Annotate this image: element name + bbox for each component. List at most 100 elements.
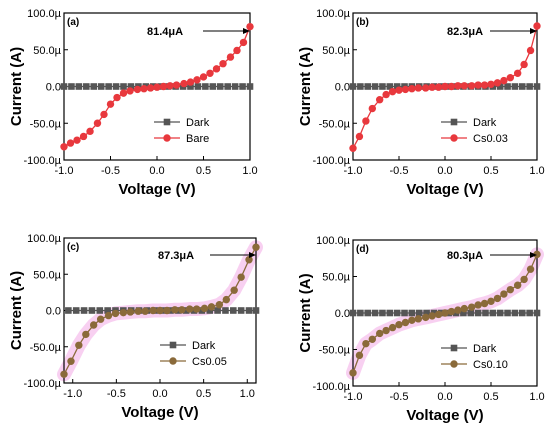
legend-label: Dark (473, 343, 497, 355)
panel-d: -1.0 -0.5 0.0 0.5 1.0 -100.0µ -50.0µ 0.0 50.0µ 10… (297, 235, 545, 424)
data-point (67, 357, 75, 365)
data-point (487, 297, 495, 306)
data-point (474, 309, 482, 317)
data-point (230, 286, 238, 294)
data-point (245, 256, 253, 264)
data-point (526, 309, 533, 317)
data-point (382, 90, 390, 99)
data-point (379, 309, 386, 317)
annotation-arrowhead (249, 252, 256, 258)
data-point (73, 136, 81, 144)
data-point (237, 273, 245, 281)
data-point (159, 82, 168, 91)
data-point (513, 69, 522, 77)
data-point (500, 290, 508, 298)
x-axis-label: Voltage (V) (118, 181, 195, 198)
y-tick-label: -100.0µ (312, 381, 350, 393)
data-point (75, 83, 83, 90)
data-point (104, 307, 111, 314)
data-point (368, 335, 377, 343)
data-point (202, 83, 209, 90)
legend-marker (169, 357, 177, 365)
legend-label: Dark (473, 117, 497, 129)
legend-label: Cs0.05 (192, 356, 227, 368)
legend-marker (450, 134, 458, 142)
y-tick-label: -100.0µ (312, 155, 350, 167)
data-point (434, 83, 443, 91)
annotation-arrowhead (530, 28, 537, 34)
data-point (146, 84, 155, 92)
data-point (153, 83, 161, 91)
y-axis-label: Current (A) (297, 273, 314, 352)
legend-entry: Cs0.10 (441, 359, 508, 371)
data-point (119, 89, 128, 97)
data-point (233, 46, 241, 55)
data-point (120, 83, 127, 90)
data-point (222, 295, 231, 304)
data-point (224, 83, 231, 90)
data-point (375, 329, 384, 338)
x-tick-label: -1.0 (55, 165, 74, 177)
x-tick-label: 0.0 (437, 391, 452, 403)
y-tick-label: 100.0µ (27, 8, 62, 20)
data-point (460, 82, 469, 90)
data-point (395, 320, 403, 329)
peak-annotation: 87.3μA (158, 250, 194, 262)
y-tick-label: 0.0 (335, 308, 350, 320)
data-point (141, 307, 149, 315)
data-point (349, 309, 357, 317)
peak-annotation: 82.3μA (447, 26, 483, 38)
legend-marker (163, 134, 171, 142)
data-point (60, 370, 68, 378)
x-tick-label: -1.0 (344, 391, 363, 403)
data-point (533, 309, 541, 317)
data-point (75, 341, 83, 349)
x-tick-label: -1.0 (344, 165, 363, 177)
data-point (72, 307, 80, 314)
data-point (447, 82, 456, 91)
data-point (199, 73, 208, 81)
data-point (156, 306, 164, 315)
legend-marker (169, 341, 177, 349)
x-tick-label: -0.5 (107, 388, 126, 400)
data-point (428, 312, 436, 320)
x-tick-label: -0.5 (390, 165, 409, 177)
data-point (454, 306, 462, 314)
data-point (226, 53, 235, 61)
x-tick-label: 0.0 (149, 165, 164, 177)
data-point (388, 87, 397, 96)
data-point (60, 83, 68, 90)
x-axis-label: Voltage (V) (406, 407, 483, 424)
y-tick-label: -100.0µ (23, 378, 61, 390)
data-point (421, 313, 430, 322)
data-point (421, 84, 430, 92)
panel-label: (d) (356, 244, 369, 255)
data-point (504, 309, 511, 317)
data-point (219, 60, 227, 68)
data-point (112, 83, 120, 90)
data-point (401, 85, 410, 94)
data-point (393, 309, 401, 317)
data-point (245, 307, 253, 314)
data-point (194, 83, 202, 90)
data-point (368, 104, 377, 113)
data-point (133, 85, 142, 94)
data-point (209, 83, 217, 90)
y-tick-label: 100.0µ (27, 233, 62, 245)
data-point (355, 132, 364, 141)
data-point (520, 275, 528, 284)
data-point (362, 339, 370, 348)
y-axis-label: Current (A) (8, 47, 25, 126)
data-point (113, 93, 121, 102)
y-axis-label: Current (A) (8, 271, 25, 350)
legend-entry: Dark (160, 340, 216, 352)
data-point (500, 76, 508, 85)
data-point (511, 83, 519, 90)
data-point (104, 311, 113, 320)
data-point (496, 309, 504, 317)
data-point (408, 309, 416, 317)
data-point (200, 304, 209, 313)
data-point (533, 83, 541, 90)
data-point (506, 73, 515, 82)
x-axis-label: Voltage (V) (406, 181, 483, 198)
